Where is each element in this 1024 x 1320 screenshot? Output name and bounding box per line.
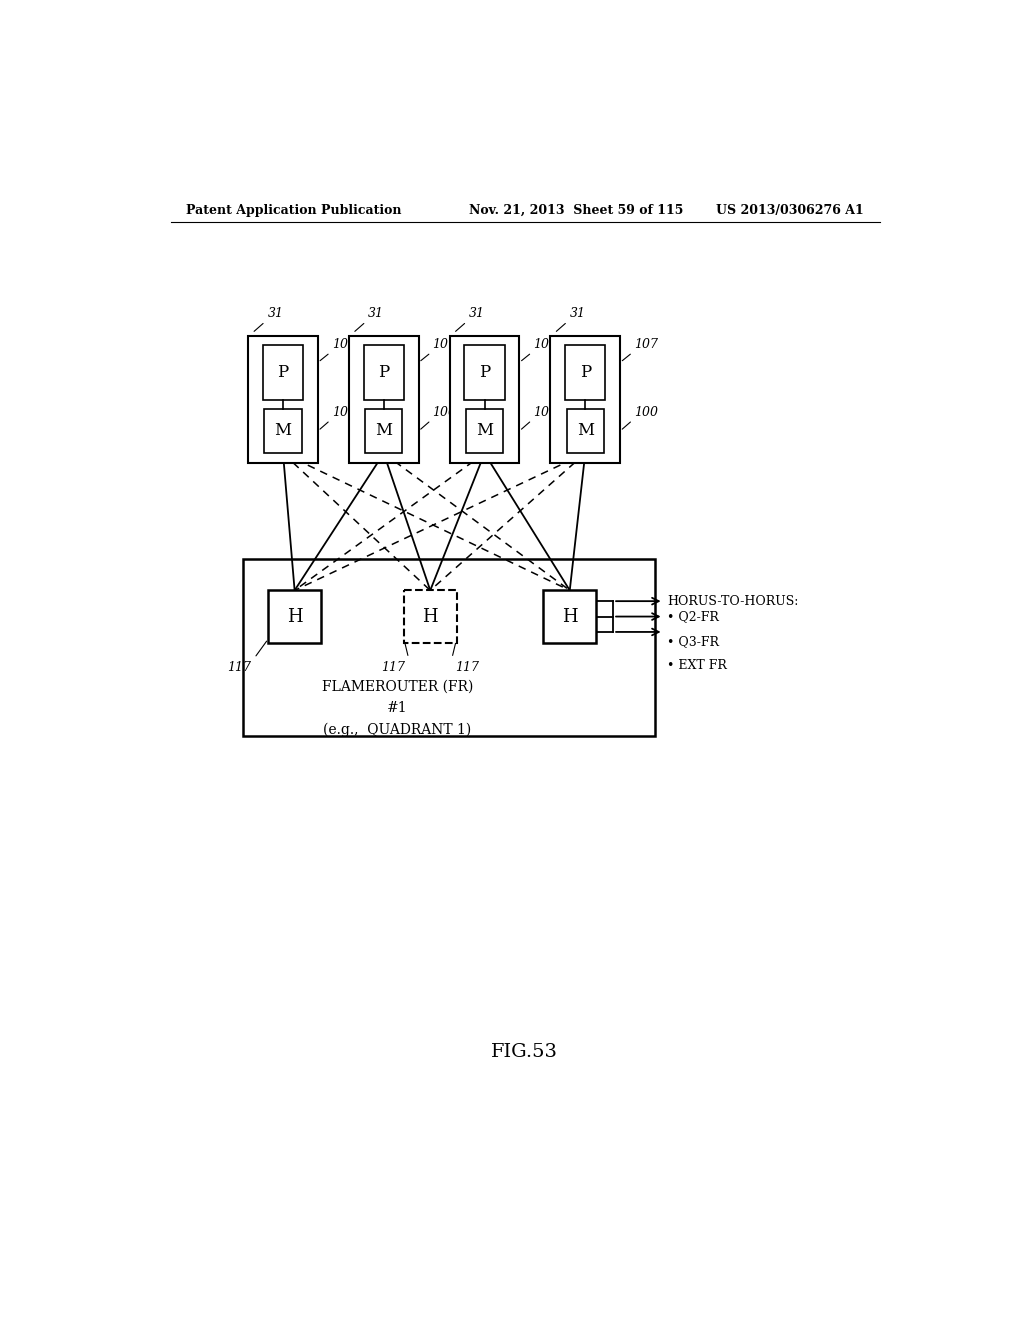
Text: 107: 107: [332, 338, 355, 351]
Bar: [349, 335, 419, 462]
Text: 100: 100: [534, 405, 557, 418]
Text: • Q3-FR: • Q3-FR: [668, 635, 720, 648]
Text: M: M: [375, 422, 392, 440]
Text: Nov. 21, 2013  Sheet 59 of 115: Nov. 21, 2013 Sheet 59 of 115: [469, 205, 683, 218]
Bar: [565, 345, 605, 400]
Bar: [243, 558, 655, 737]
Text: 117: 117: [227, 661, 251, 675]
Text: M: M: [274, 422, 292, 440]
Text: 100: 100: [432, 405, 457, 418]
Text: M: M: [577, 422, 594, 440]
Text: 117: 117: [455, 661, 479, 675]
Text: 117: 117: [382, 661, 406, 675]
Text: 100: 100: [634, 405, 658, 418]
Text: 107: 107: [432, 338, 457, 351]
Text: FIG.53: FIG.53: [492, 1043, 558, 1060]
Text: H: H: [562, 607, 578, 626]
Text: (e.g.,  QUADRANT 1): (e.g., QUADRANT 1): [324, 722, 472, 737]
Bar: [264, 409, 302, 453]
Bar: [248, 335, 317, 462]
Bar: [464, 345, 505, 400]
Text: M: M: [476, 422, 494, 440]
Text: H: H: [287, 607, 302, 626]
Text: • EXT FR: • EXT FR: [668, 659, 727, 672]
Text: US 2013/0306276 A1: US 2013/0306276 A1: [717, 205, 864, 218]
Text: P: P: [479, 364, 490, 381]
Bar: [268, 590, 321, 643]
Text: FLAMEROUTER (FR): FLAMEROUTER (FR): [322, 680, 473, 693]
Text: 31: 31: [369, 308, 384, 321]
Bar: [466, 409, 503, 453]
Text: HORUS-TO-HORUS:: HORUS-TO-HORUS:: [668, 594, 799, 607]
Bar: [566, 409, 604, 453]
Text: H: H: [423, 607, 438, 626]
Text: #1: #1: [387, 701, 408, 715]
Bar: [403, 590, 457, 643]
Bar: [550, 335, 621, 462]
Text: P: P: [580, 364, 591, 381]
Bar: [450, 335, 519, 462]
Text: 31: 31: [469, 308, 485, 321]
Text: 107: 107: [534, 338, 557, 351]
Text: 107: 107: [634, 338, 658, 351]
Text: 31: 31: [569, 308, 586, 321]
Text: 100: 100: [332, 405, 355, 418]
Text: P: P: [378, 364, 389, 381]
Text: 31: 31: [267, 308, 284, 321]
Bar: [263, 345, 303, 400]
Text: • Q2-FR: • Q2-FR: [668, 610, 719, 623]
Bar: [544, 590, 596, 643]
Bar: [364, 345, 403, 400]
Text: Patent Application Publication: Patent Application Publication: [186, 205, 401, 218]
Bar: [366, 409, 402, 453]
Text: P: P: [278, 364, 289, 381]
